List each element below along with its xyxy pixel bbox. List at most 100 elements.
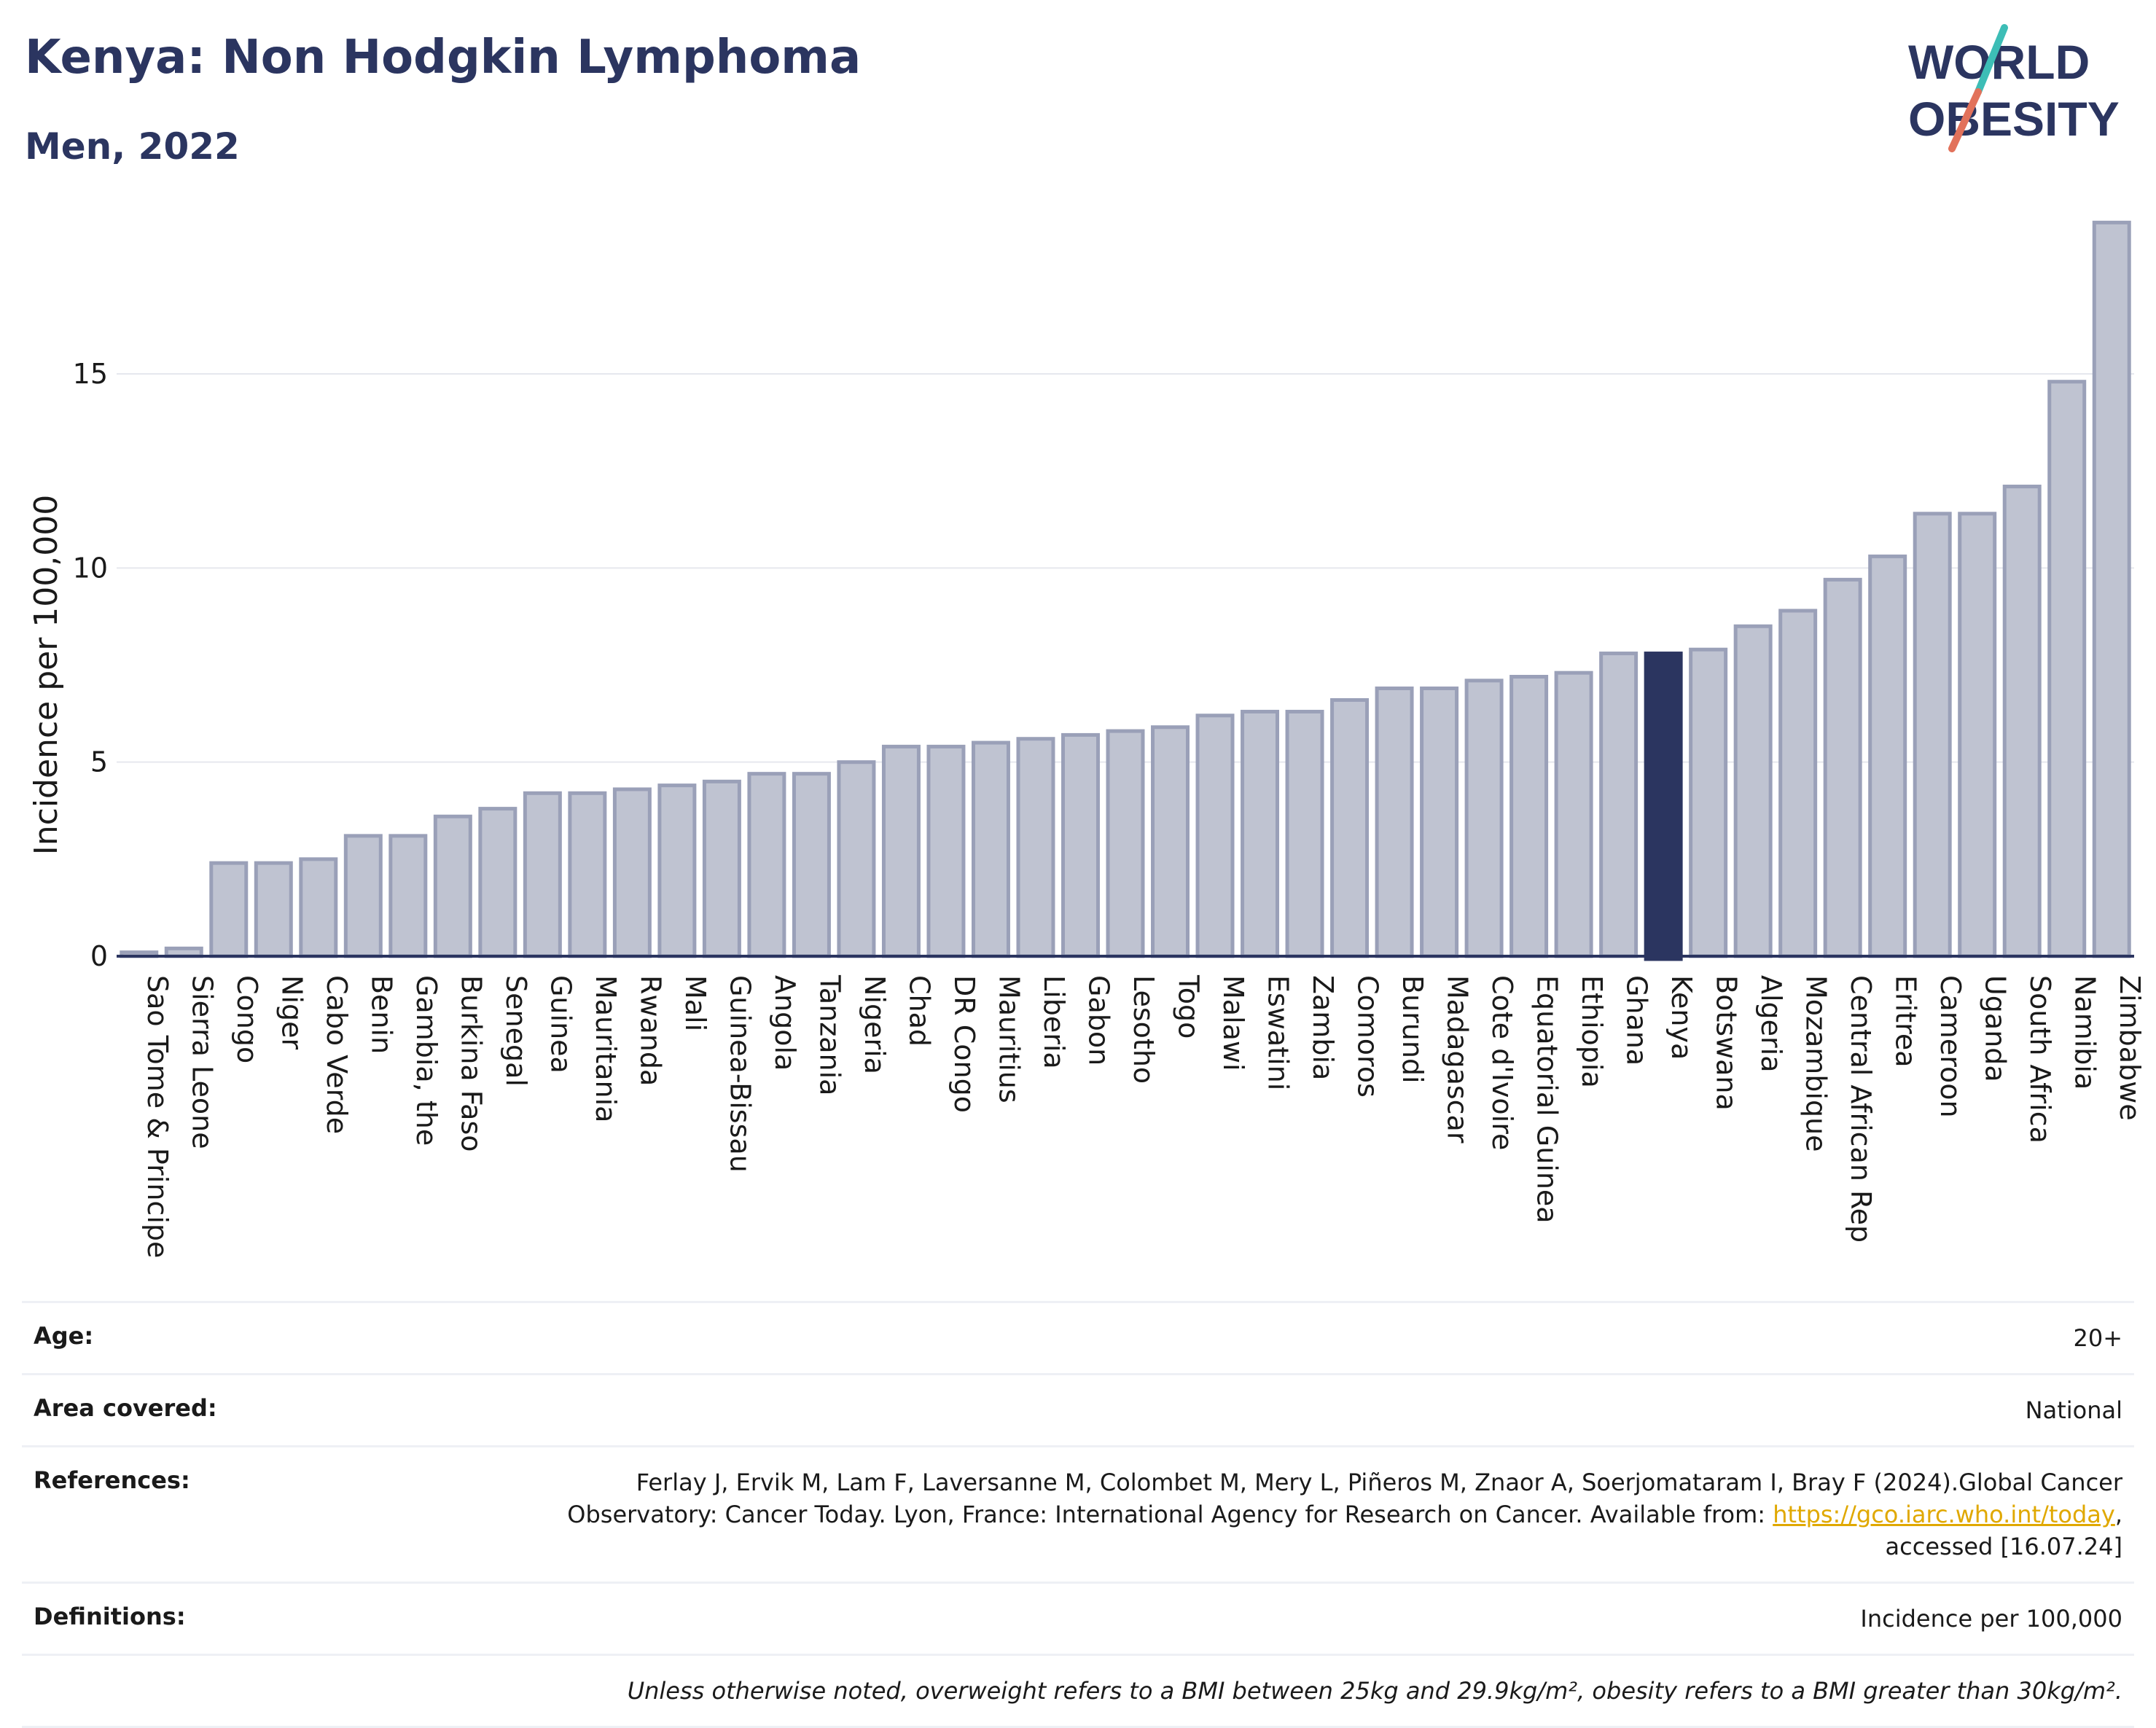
- x-tick-label: Gabon: [1082, 975, 1114, 1066]
- y-tick-label: 0: [90, 940, 108, 972]
- x-tick-label: Lesotho: [1128, 975, 1160, 1084]
- x-tick-label: Zambia: [1307, 975, 1339, 1080]
- x-tick-label: Gambia, the: [410, 975, 442, 1146]
- x-tick-label: Rwanda: [634, 975, 666, 1086]
- bar: [209, 861, 249, 958]
- bar: [2047, 380, 2087, 958]
- x-tick-label: Eritrea: [1890, 975, 1922, 1068]
- world-obesity-logo: WORLD OBESITY: [1908, 24, 2120, 152]
- bar: [1823, 577, 1862, 958]
- references-value: Ferlay J, Ervik M, Lam F, Laversanne M, …: [567, 1466, 2122, 1563]
- page-subtitle: Men, 2022: [25, 125, 240, 168]
- bar: [1106, 729, 1145, 958]
- references-line2: Observatory: Cancer Today. Lyon, France:…: [567, 1501, 1773, 1528]
- bar: [1958, 512, 1997, 958]
- x-tick-label: Algeria: [1755, 975, 1787, 1073]
- info-row-references: References: Ferlay J, Ervik M, Lam F, La…: [22, 1445, 2134, 1582]
- definitions-label: Definitions:: [34, 1603, 186, 1630]
- x-tick-label: Kenya: [1665, 975, 1698, 1060]
- x-tick-label: Botswana: [1711, 975, 1743, 1111]
- y-axis-title: Incidence per 100,000: [28, 495, 65, 855]
- logo-slash-top: [1975, 24, 2008, 95]
- bar: [1375, 686, 1414, 958]
- x-tick-label: Mauritius: [993, 975, 1025, 1103]
- x-tick-label: Sierra Leone: [186, 975, 218, 1149]
- bar: [837, 760, 876, 958]
- bar: [1195, 714, 1235, 958]
- bar: [1509, 675, 1549, 958]
- x-tick-label: Cameroon: [1934, 975, 1966, 1118]
- bar-highlighted: [1644, 652, 1683, 961]
- info-table: Age: 20+ Area covered: National Referenc…: [22, 1301, 2134, 1728]
- bar: [1151, 725, 1190, 958]
- definitions-value: Incidence per 100,000: [1860, 1605, 2122, 1633]
- bar: [433, 814, 472, 958]
- bar: [971, 740, 1010, 958]
- bar: [2092, 220, 2131, 958]
- bar: [2002, 485, 2042, 958]
- references-line2-end: ,: [2114, 1501, 2122, 1528]
- bar: [657, 783, 697, 958]
- bar: [1061, 732, 1100, 958]
- x-tick-label: Burundi: [1397, 975, 1429, 1084]
- area-value: National: [2025, 1396, 2122, 1424]
- age-value: 20+: [2073, 1324, 2122, 1352]
- x-tick-label: Tanzania: [813, 974, 845, 1095]
- bar: [1599, 652, 1639, 958]
- x-tick-label: Mali: [679, 975, 711, 1031]
- x-tick-label: DR Congo: [948, 975, 980, 1113]
- references-line3: accessed [16.07.24]: [1885, 1533, 2122, 1560]
- x-tick-label: Sao Tome & Principe: [141, 975, 173, 1258]
- bar: [881, 744, 921, 958]
- bar: [702, 779, 741, 958]
- bar: [1778, 609, 1818, 958]
- labels: 0 5 10 15 Sao Tome & Principe Sierra Leone Con…: [28, 358, 2146, 1258]
- x-tick-label: Niger: [276, 975, 308, 1049]
- x-tick-label: Burkina Faso: [455, 975, 487, 1152]
- x-tick-label: Namibia: [2069, 975, 2101, 1090]
- bar: [568, 791, 607, 958]
- info-row-area: Area covered: National: [22, 1373, 2134, 1445]
- bar: [1016, 737, 1055, 958]
- x-tick-label: Benin: [365, 975, 397, 1054]
- references-link[interactable]: https://gco.iarc.who.int/today: [1773, 1501, 2115, 1528]
- x-tick-label: Togo: [1173, 974, 1205, 1039]
- bar: [523, 791, 562, 958]
- bar: [1420, 686, 1459, 958]
- bar: [1733, 624, 1773, 958]
- logo-text-obesity: OBESITY: [1908, 92, 2120, 146]
- bar: [254, 861, 293, 958]
- x-tick-label: Central African Rep: [1845, 975, 1877, 1243]
- x-tick-label: Cabo Verde: [321, 975, 353, 1134]
- bar: [343, 834, 383, 958]
- bar: [792, 772, 831, 958]
- bar: [1554, 671, 1593, 958]
- y-tick-label: 5: [90, 746, 108, 778]
- bar: [1241, 709, 1280, 958]
- bar: [1464, 679, 1504, 958]
- bar: [1868, 554, 1907, 958]
- y-tick-label: 15: [73, 358, 108, 390]
- x-tick-label: Chad: [903, 975, 935, 1047]
- x-tick-label: Senegal: [500, 975, 532, 1087]
- x-tick-label: Angola: [769, 975, 801, 1071]
- bar: [388, 834, 428, 958]
- bar: [478, 807, 517, 958]
- x-tick-label: Ghana: [1621, 975, 1653, 1066]
- bars: [120, 220, 2131, 961]
- x-tick-label: Uganda: [1980, 975, 2012, 1082]
- bar: [747, 772, 786, 958]
- x-tick-label: Mozambique: [1800, 975, 1832, 1152]
- x-tick-label: Zimbabwe: [2114, 975, 2146, 1121]
- x-tick-label: Comoros: [1352, 975, 1384, 1098]
- page-title: Kenya: Non Hodgkin Lymphoma: [25, 31, 862, 85]
- info-row-definitions: Definitions: Incidence per 100,000: [22, 1582, 2134, 1654]
- bar: [1689, 647, 1728, 958]
- bar-chart: 0 5 10 15 Sao Tome & Principe Sierra Leone Con…: [28, 220, 2146, 1258]
- x-tick-label: Malawi: [1217, 975, 1249, 1071]
- logo-slash-bottom: [1948, 88, 1982, 152]
- bmi-note: Unless otherwise noted, overweight refer…: [627, 1677, 2122, 1705]
- area-label: Area covered:: [34, 1394, 217, 1422]
- x-tick-label: Liberia: [1038, 975, 1070, 1069]
- age-label: Age:: [34, 1322, 94, 1350]
